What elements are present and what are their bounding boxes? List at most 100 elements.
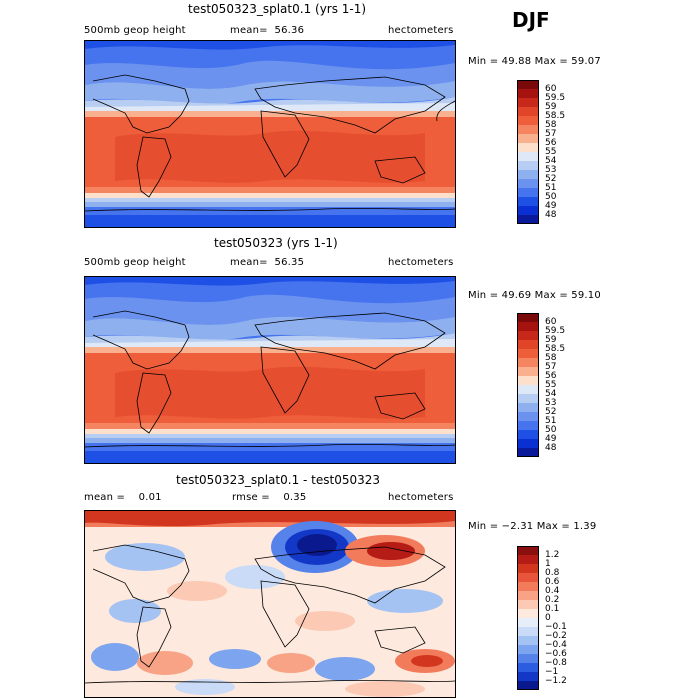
panel2-colorbar-tick-label: 54 xyxy=(545,388,557,399)
panel1-colorbar-swatch xyxy=(517,89,539,98)
panel3-colorbar-tick-label: 0.2 xyxy=(545,594,560,605)
panel1-colorbar: 60 59.5 59 58.5 58 57 56 55 54 53 52 51 50 49 48 xyxy=(517,80,577,226)
panel1-colorbar-tick-label: 50 xyxy=(545,191,557,202)
panel3-title: test050323_splat0.1 - test050323 xyxy=(176,473,381,487)
panel3-colorbar-tick-label: −0.1 xyxy=(545,621,567,632)
panel1-colorbar-swatch xyxy=(517,179,539,188)
panel2-colorbar-swatch xyxy=(517,349,539,358)
panel3-colorbar-swatch xyxy=(517,681,539,690)
panel3-colorbar-tick-label: 0 xyxy=(545,612,551,623)
panel2-mean-value: 56.35 xyxy=(274,257,305,268)
panel1-colorbar-swatch xyxy=(517,206,539,215)
panel1-field-label: 500mb geop height xyxy=(84,25,186,36)
panel2-colorbar-swatch xyxy=(517,340,539,349)
panel3-mean-value: 0.01 xyxy=(138,492,162,503)
panel2-colorbar-swatch xyxy=(517,403,539,412)
panel1-colorbar-tick-label: 53 xyxy=(545,164,557,175)
panel3-colorbar-swatch xyxy=(517,609,539,618)
panel2-colorbar-tick-label: 57 xyxy=(545,361,557,372)
panel3-colorbar-frame xyxy=(517,546,539,690)
panel3-colorbar-tick-label: 0.1 xyxy=(545,603,560,614)
panel3-colorbar-swatch xyxy=(517,672,539,681)
panel3-colorbar-swatch xyxy=(517,591,539,600)
panel1-colorbar-tick-label: 59 xyxy=(545,101,557,112)
panel2-mean-label: mean= 56.35 xyxy=(230,257,305,268)
season-label: DJF xyxy=(512,8,550,32)
panel3-colorbar-swatch xyxy=(517,618,539,627)
panel2-units: hectometers xyxy=(388,257,454,268)
panel2-colorbar-swatch xyxy=(517,421,539,430)
panel3-colorbar-tick-label: 0.6 xyxy=(545,576,560,587)
panel3-colorbar-tick-label: −0.4 xyxy=(545,639,567,650)
panel1-units: hectometers xyxy=(388,25,454,36)
panel2-colorbar-frame xyxy=(517,313,539,457)
panel1-colorbar-swatch xyxy=(517,197,539,206)
panel1-colorbar-tick-label: 48 xyxy=(545,209,557,220)
panel1-colorbar-frame xyxy=(517,80,539,224)
panel1-colorbar-swatch xyxy=(517,116,539,125)
panel1-colorbar-tick-label: 57 xyxy=(545,128,557,139)
panel1-colorbar-tick-label: 60 xyxy=(545,83,557,94)
panel3-colorbar-tick-label: −0.6 xyxy=(545,648,567,659)
panel3-colorbar-tick-label: 1 xyxy=(545,558,551,569)
panel2-colorbar-tick-label: 59.5 xyxy=(545,325,566,336)
panel3-colorbar-swatch xyxy=(517,663,539,672)
panel1-colorbar-swatch xyxy=(517,98,539,107)
panel2-colorbar-tick-label: 49 xyxy=(545,433,557,444)
panel2-colorbar-swatch xyxy=(517,430,539,439)
panel2-colorbar-tick-label: 59 xyxy=(545,334,557,345)
panel2-colorbar-tick-label: 48 xyxy=(545,442,557,453)
panel3-colorbar-tick-label: 1.2 xyxy=(545,549,560,560)
panel2-colorbar-swatch xyxy=(517,412,539,421)
panel3-colorbar-tick-label: 0.8 xyxy=(545,567,560,578)
panel2-colorbar-tick-label: 55 xyxy=(545,379,557,390)
panel3-colorbar: 1.2 1 0.8 0.6 0.4 0.2 0.1 0 −0.1 −0.2 −0.4 −0.6 −0.8… xyxy=(517,546,577,692)
panel2-colorbar-swatch xyxy=(517,376,539,385)
panel1-colorbar-swatch xyxy=(517,134,539,143)
panel1-colorbar-swatch xyxy=(517,125,539,134)
panel2-minmax: Min = 49.69 Max = 59.10 xyxy=(468,290,601,301)
panel2-colorbar-tick-label: 51 xyxy=(545,415,557,426)
panel1-colorbar-tick-label: 56 xyxy=(545,137,557,148)
panel2-colorbar-swatch xyxy=(517,358,539,367)
panel1-title: test050323_splat0.1 (yrs 1-1) xyxy=(188,2,367,16)
panel3-colorbar-swatch xyxy=(517,546,539,555)
panel1-colorbar-swatch xyxy=(517,107,539,116)
panel2-title: test050323 (yrs 1-1) xyxy=(214,236,338,250)
panel2-colorbar-tick-label: 52 xyxy=(545,406,557,417)
panel3-colorbar-swatch xyxy=(517,600,539,609)
panel2-field-label: 500mb geop height xyxy=(84,257,186,268)
panel2-colorbar-tick-label: 60 xyxy=(545,316,557,327)
panel3-minmax: Min = −2.31 Max = 1.39 xyxy=(468,521,597,532)
panel3-colorbar-swatch xyxy=(517,564,539,573)
panel3-colorbar-tick-label: −0.8 xyxy=(545,657,567,668)
panel2-map xyxy=(84,276,456,464)
panel2-colorbar-swatch xyxy=(517,331,539,340)
panel2-colorbar-tick-label: 58 xyxy=(545,352,557,363)
panel3-mean-label: mean = 0.01 xyxy=(84,492,162,503)
panel3-colorbar-swatch xyxy=(517,555,539,564)
panel1-colorbar-swatch xyxy=(517,161,539,170)
panel1-map xyxy=(84,40,456,228)
panel1-colorbar-tick-label: 58 xyxy=(545,119,557,130)
panel1-mean-value: 56.36 xyxy=(274,25,305,36)
panel1-minmax: Min = 49.88 Max = 59.07 xyxy=(468,56,601,67)
panel3-colorbar-swatch xyxy=(517,654,539,663)
panel1-colorbar-tick-label: 54 xyxy=(545,155,557,166)
panel3-colorbar-tick-label: 0.4 xyxy=(545,585,560,596)
panel2-colorbar-swatch xyxy=(517,439,539,448)
panel1-colorbar-swatch xyxy=(517,143,539,152)
panel1-colorbar-swatch xyxy=(517,170,539,179)
panel3-colorbar-tick-label: −1 xyxy=(545,666,559,677)
panel1-colorbar-swatch xyxy=(517,80,539,89)
panel1-colorbar-tick-label: 59.5 xyxy=(545,92,566,103)
panel2-colorbar-tick-label: 56 xyxy=(545,370,557,381)
panel1-colorbar-tick-label: 55 xyxy=(545,146,557,157)
panel3-map xyxy=(84,510,456,698)
panel2-colorbar-swatch xyxy=(517,448,539,457)
panel2-colorbar-tick-label: 50 xyxy=(545,424,557,435)
panel1-colorbar-swatch xyxy=(517,215,539,224)
panel1-colorbar-swatch xyxy=(517,152,539,161)
panel3-colorbar-swatch xyxy=(517,627,539,636)
panel1-colorbar-swatch xyxy=(517,188,539,197)
